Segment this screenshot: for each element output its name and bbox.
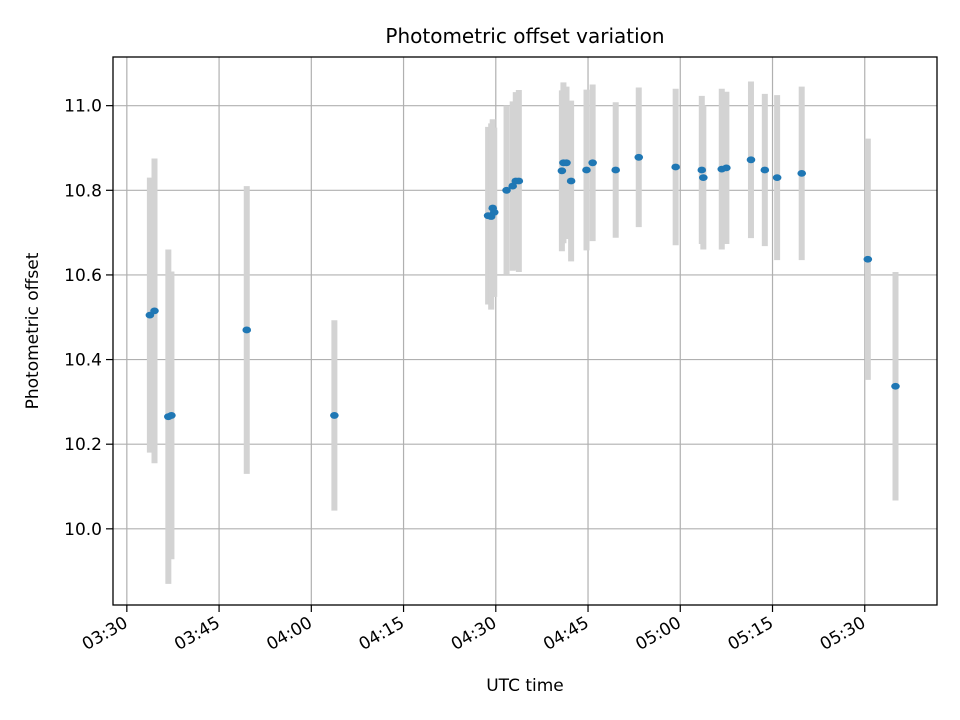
- data-point: [566, 177, 576, 185]
- x-axis-label: UTC time: [486, 676, 564, 696]
- y-tick-label: 10.0: [64, 520, 102, 540]
- grid: [113, 57, 937, 605]
- data-point: [671, 163, 680, 171]
- data-point: [242, 326, 252, 334]
- y-tick-label: 10.8: [64, 181, 102, 201]
- data-point: [634, 153, 644, 161]
- y-axis: 10.0 10.2 10.4 10.6 10.8 11.0: [64, 97, 113, 540]
- data-point: [502, 186, 511, 194]
- y-tick-label: 11.0: [64, 97, 102, 117]
- data-point: [611, 166, 621, 174]
- plot-frame: [112, 56, 938, 606]
- data-point: [746, 156, 756, 164]
- data-point: [863, 255, 873, 263]
- data-points: [145, 153, 900, 421]
- data-point: [760, 166, 770, 174]
- chart-title: Photometric offset variation: [385, 24, 664, 48]
- data-point: [167, 412, 176, 419]
- y-tick-label: 10.6: [64, 266, 102, 286]
- data-point: [722, 164, 731, 172]
- data-point: [508, 182, 518, 190]
- data-point: [699, 174, 708, 182]
- y-tick-label: 10.2: [64, 435, 102, 455]
- data-point: [514, 177, 524, 185]
- data-point: [562, 159, 571, 167]
- data-point: [797, 169, 807, 177]
- data-point: [150, 307, 159, 315]
- data-point: [557, 167, 567, 175]
- data-point: [772, 174, 782, 182]
- data-point: [891, 382, 900, 390]
- data-point: [330, 412, 339, 419]
- y-tick-label: 10.4: [64, 351, 102, 371]
- data-point: [697, 166, 707, 174]
- data-point: [582, 166, 591, 174]
- data-point: [588, 159, 597, 167]
- data-point: [489, 208, 499, 216]
- y-axis-label: Photometric offset: [23, 252, 43, 409]
